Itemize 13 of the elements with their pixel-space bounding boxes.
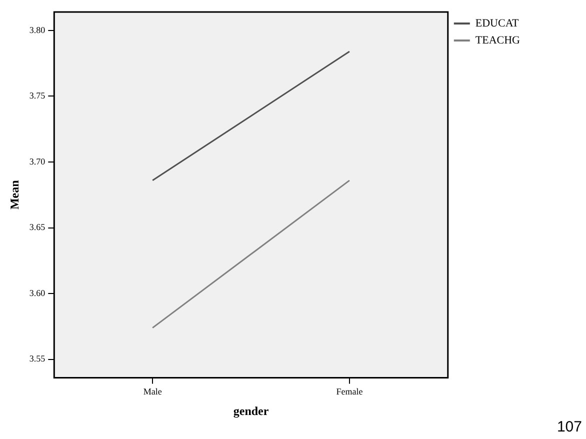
y-tick-label: 3.60 (29, 288, 46, 298)
y-tick-label: 3.80 (29, 24, 46, 35)
legend-label: TEACHG (475, 34, 520, 46)
text: 107 (556, 418, 582, 436)
x-axis-title: gender (233, 404, 270, 418)
y-tick-label: 3.65 (29, 222, 46, 232)
legend-label: EDUCAT (475, 17, 520, 30)
y-axis-title: Mean (7, 180, 22, 210)
y-tick-label: 3.70 (29, 156, 46, 166)
y-tick-label: 3.55 (29, 354, 46, 364)
y-tick-label: 3.75 (29, 90, 46, 101)
x-tick-label: Female (336, 386, 363, 397)
x-tick-label: Male (143, 386, 162, 397)
